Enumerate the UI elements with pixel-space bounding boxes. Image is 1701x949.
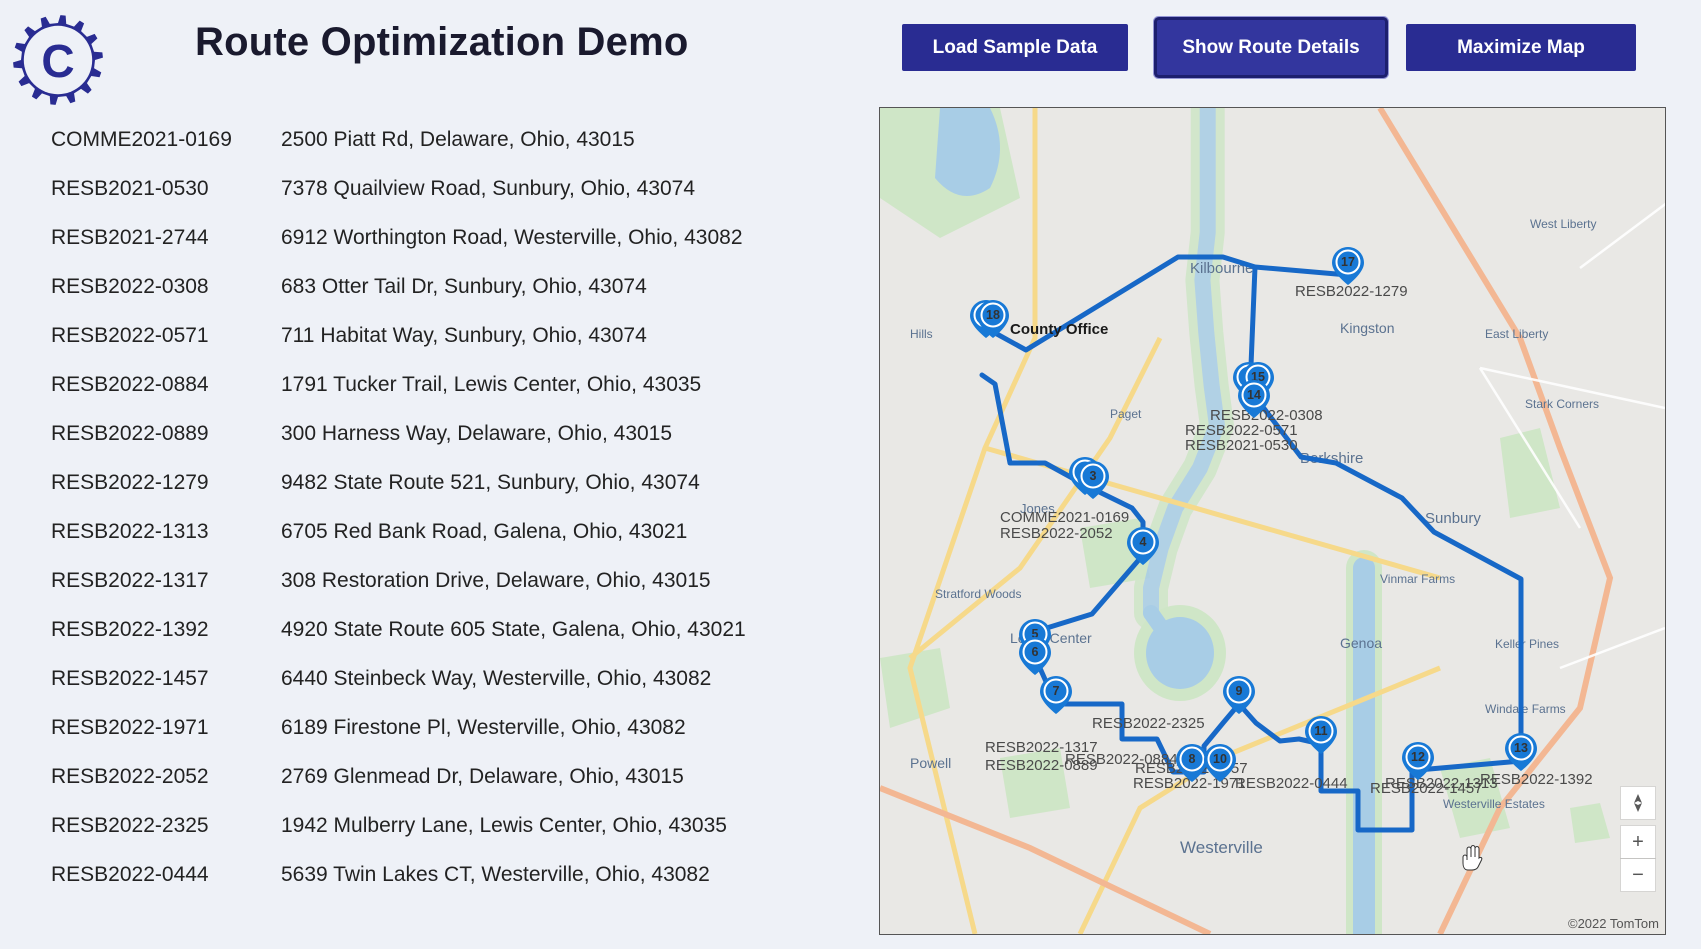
svg-text:4: 4	[1140, 535, 1147, 549]
svg-text:Keller Pines: Keller Pines	[1495, 637, 1559, 651]
svg-text:8: 8	[1189, 752, 1196, 766]
svg-text:18: 18	[986, 308, 1000, 322]
svg-text:12: 12	[1411, 750, 1425, 764]
svg-text:Genoa: Genoa	[1340, 635, 1382, 651]
svg-text:11: 11	[1314, 724, 1327, 738]
svg-text:3: 3	[1090, 469, 1097, 483]
svg-text:Sunbury: Sunbury	[1425, 510, 1481, 527]
svg-text:Westerville Estates: Westerville Estates	[1443, 797, 1545, 811]
svg-text:Westerville: Westerville	[1180, 838, 1263, 857]
svg-text:Kingston: Kingston	[1340, 320, 1394, 336]
svg-text:Vinmar Farms: Vinmar Farms	[1380, 572, 1455, 586]
svg-text:C: C	[41, 35, 74, 87]
svg-text:Stark Corners: Stark Corners	[1525, 397, 1599, 411]
svg-text:Windale Farms: Windale Farms	[1485, 702, 1566, 716]
svg-text:Stratford Woods: Stratford Woods	[935, 587, 1021, 601]
svg-text:13: 13	[1514, 741, 1528, 755]
svg-text:Paget: Paget	[1110, 407, 1142, 421]
svg-text:10: 10	[1213, 752, 1227, 766]
svg-text:West Liberty: West Liberty	[1530, 217, 1596, 231]
svg-text:6: 6	[1032, 645, 1039, 659]
svg-text:COMME2021-0169: COMME2021-0169	[1000, 509, 1129, 526]
svg-text:RESB2021-0530: RESB2021-0530	[1185, 437, 1298, 454]
svg-text:East Liberty: East Liberty	[1485, 327, 1548, 341]
svg-text:14: 14	[1247, 388, 1261, 402]
svg-text:Hills: Hills	[910, 327, 933, 341]
svg-text:County Office: County Office	[1010, 321, 1108, 338]
svg-text:RESB2022-1279: RESB2022-1279	[1295, 283, 1408, 300]
svg-text:Powell: Powell	[910, 755, 951, 771]
svg-text:9: 9	[1236, 684, 1243, 698]
svg-text:17: 17	[1341, 255, 1355, 269]
svg-text:RESB2022-0444: RESB2022-0444	[1235, 775, 1348, 792]
svg-text:RESB2022-2325: RESB2022-2325	[1092, 715, 1205, 732]
svg-text:7: 7	[1053, 684, 1060, 698]
svg-text:RESB2022-1392: RESB2022-1392	[1480, 771, 1593, 788]
svg-text:RESB2022-2052: RESB2022-2052	[1000, 525, 1113, 542]
